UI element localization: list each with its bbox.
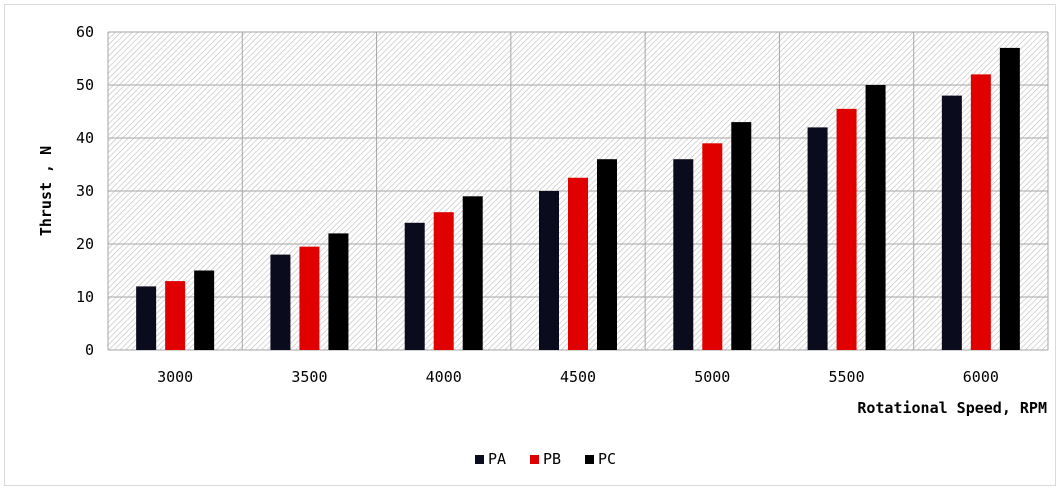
y-tick-label: 20 <box>76 235 94 253</box>
y-tick-label: 10 <box>76 288 94 306</box>
y-tick-label: 0 <box>85 341 94 359</box>
y-axis-title: Thrust , N <box>37 146 55 236</box>
legend-label-pc: PC <box>598 450 616 468</box>
legend: PA PB PC <box>475 450 616 468</box>
bar-pc-6000 <box>999 47 1020 351</box>
bar-pb-6000 <box>970 74 991 351</box>
bar-pa-4000 <box>404 222 425 350</box>
bar-pa-4500 <box>539 191 559 350</box>
bar-pc-5000 <box>731 122 752 350</box>
legend-swatch-pa <box>475 455 484 464</box>
x-tick-label: 4500 <box>560 368 596 386</box>
bar-pb-3500 <box>299 246 320 350</box>
x-axis-title: Rotational Speed, RPM <box>857 399 1047 417</box>
bar-pa-6000 <box>941 95 962 350</box>
tick-layer: 0 10 20 30 40 50 60 3000 3500 4000 4500 5000 5500 600… <box>76 23 999 386</box>
y-tick-label: 40 <box>76 129 94 147</box>
y-tick-label: 50 <box>76 76 94 94</box>
legend-swatch-pb <box>530 455 539 464</box>
bar-pa-3500 <box>270 254 291 350</box>
y-tick-label: 60 <box>76 23 94 41</box>
x-tick-label: 5000 <box>694 368 730 386</box>
legend-label-pb: PB <box>543 450 561 468</box>
bar-pb-5500 <box>836 108 857 350</box>
legend-swatch-pc <box>585 455 594 464</box>
bar-pc-4000 <box>462 196 483 350</box>
bar-pb-5000 <box>702 143 723 350</box>
bar-pc-3500 <box>328 233 349 350</box>
bar-pa-3000 <box>136 286 157 350</box>
x-tick-label: 3000 <box>157 368 193 386</box>
x-tick-label: 6000 <box>963 368 999 386</box>
x-tick-label: 4000 <box>426 368 462 386</box>
bar-layer <box>136 47 1020 351</box>
y-tick-label: 30 <box>76 182 94 200</box>
bar-pc-3000 <box>194 270 215 350</box>
bar-pc-4500 <box>597 159 617 350</box>
x-tick-label: 5500 <box>829 368 865 386</box>
bar-pc-5500 <box>865 85 886 350</box>
bar-pb-4000 <box>433 212 454 350</box>
legend-label-pa: PA <box>488 450 506 468</box>
bar-pb-4500 <box>568 177 588 350</box>
x-tick-label: 3500 <box>291 368 327 386</box>
bar-pa-5000 <box>673 159 694 350</box>
bar-pa-5500 <box>807 127 828 351</box>
bar-pb-3000 <box>165 281 186 350</box>
